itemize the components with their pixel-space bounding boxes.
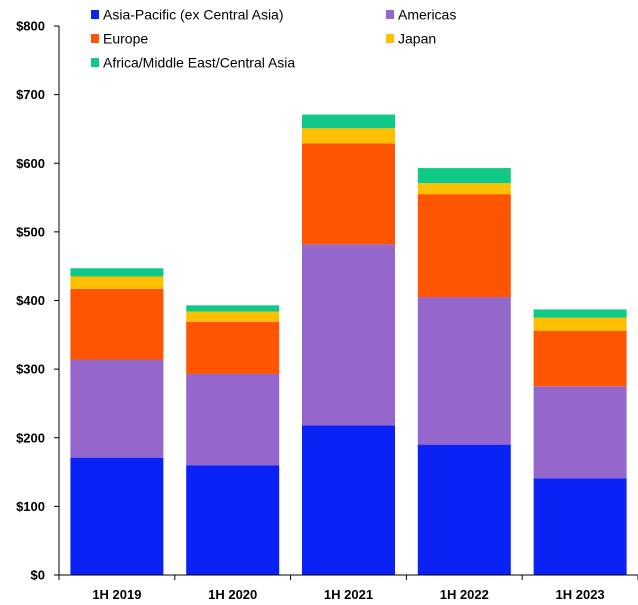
bar-segment	[70, 268, 164, 277]
legend-swatch	[386, 34, 394, 43]
bar-segment	[417, 168, 511, 184]
bar-segment	[533, 386, 627, 479]
legend-label: Europe	[103, 31, 148, 47]
bar-segment	[302, 128, 395, 144]
legend: Asia-Pacific (ex Central Asia) Americas Eu…	[91, 7, 456, 71]
bar-segment	[70, 288, 164, 360]
bar-segment	[186, 311, 280, 322]
legend-swatch	[91, 34, 99, 43]
bar-segment	[302, 244, 395, 426]
legend-label: Japan	[398, 31, 436, 47]
bar-segment	[186, 465, 280, 575]
bar-segment	[186, 305, 280, 312]
y-tick-label: $600	[16, 156, 45, 171]
x-tick-label: 1H 2019	[92, 587, 141, 602]
legend-item: Americas	[386, 7, 456, 23]
legend-item: Africa/Middle East/Central Asia	[91, 55, 295, 71]
legend-label: Africa/Middle East/Central Asia	[103, 55, 295, 71]
bar-segment	[533, 330, 627, 387]
bar-segment	[302, 425, 395, 575]
bar-segment	[186, 321, 280, 374]
x-tick-label: 1H 2020	[208, 587, 257, 602]
x-tick-label: 1H 2021	[324, 587, 373, 602]
bar-segment	[417, 194, 511, 298]
y-tick-label: $300	[16, 362, 45, 377]
bar-segment	[70, 276, 164, 289]
legend-label: Asia-Pacific (ex Central Asia)	[103, 7, 284, 23]
y-tick-label: $200	[16, 430, 45, 445]
bar-segment	[417, 297, 511, 445]
bar-segment	[302, 114, 395, 129]
bar-segment	[302, 143, 395, 245]
bars	[70, 114, 627, 575]
bar-segment	[70, 457, 164, 575]
legend-label: Americas	[398, 7, 456, 23]
legend-item: Japan	[386, 31, 436, 47]
bar-segment	[533, 478, 627, 575]
legend-item: Europe	[91, 31, 148, 47]
bar-segment	[70, 359, 164, 458]
x-tick-label: 1H 2023	[556, 587, 605, 602]
bar-segment	[533, 317, 627, 331]
bar-segment	[417, 444, 511, 575]
y-tick-label: $0	[31, 568, 45, 583]
legend-item: Asia-Pacific (ex Central Asia)	[91, 7, 284, 23]
y-tick-label: $800	[16, 19, 45, 34]
y-tick-label: $700	[16, 87, 45, 102]
y-tick-label: $400	[16, 293, 45, 308]
y-axis: $0 $100 $200 $300 $400 $500 $600 $700 $800	[16, 19, 60, 583]
y-tick-label: $100	[16, 499, 45, 514]
bar-segment	[417, 183, 511, 195]
bar-segment	[533, 309, 627, 318]
bar-segment	[186, 373, 280, 466]
x-tick-label: 1H 2022	[440, 587, 489, 602]
y-tick-label: $500	[16, 224, 45, 239]
x-axis: 1H 2019 1H 2020 1H 2021 1H 2022 1H 2023	[58, 574, 638, 602]
legend-swatch	[91, 58, 99, 67]
legend-swatch	[386, 10, 394, 19]
legend-swatch	[91, 10, 99, 19]
